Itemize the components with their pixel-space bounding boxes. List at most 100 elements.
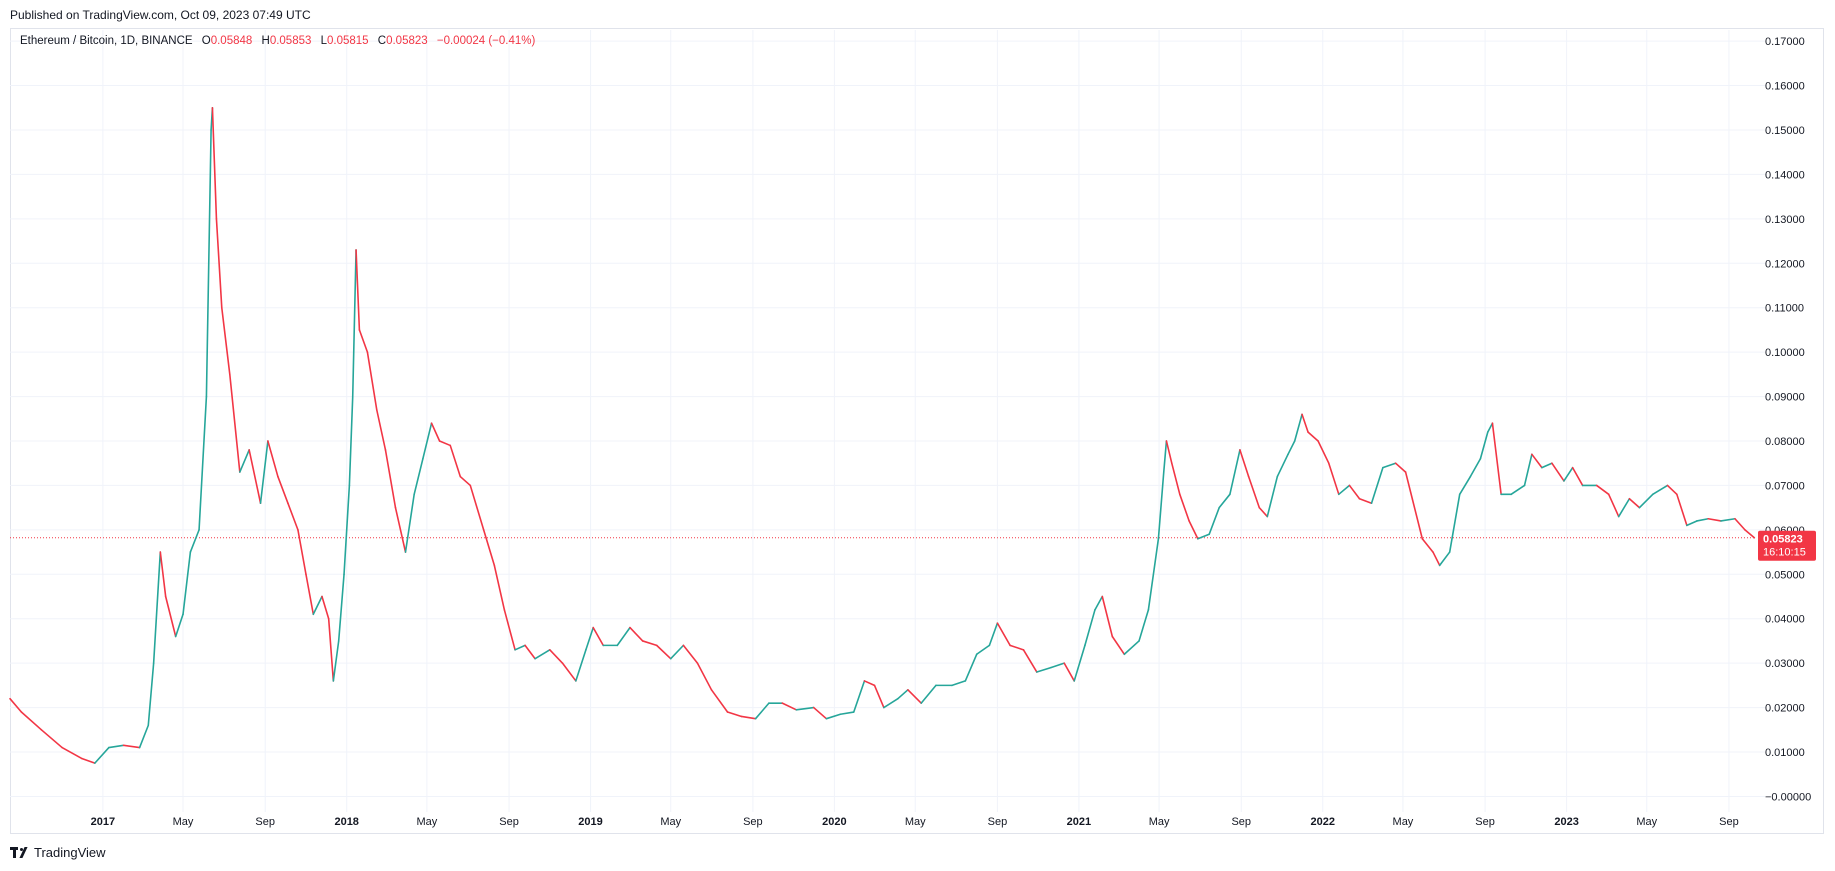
price-segment	[897, 689, 909, 700]
time-axis[interactable]: 2017 May Sep 2018 May Sep 2019 May Sep 2020 May Sep…	[91, 816, 1739, 828]
price-segment	[839, 711, 855, 716]
price-segment	[852, 680, 866, 713]
price-segment	[277, 475, 289, 504]
y-tick-label: 0.04000	[1765, 614, 1805, 626]
y-tick-label: 0.13000	[1765, 214, 1805, 226]
price-segment	[1628, 497, 1641, 509]
price-segment	[1327, 462, 1340, 496]
price-segment	[682, 644, 699, 664]
price-segment	[355, 249, 361, 331]
price-segment	[1676, 493, 1688, 527]
price-segment	[1448, 493, 1461, 553]
price-segment	[122, 744, 141, 749]
price-segment	[1404, 471, 1414, 500]
price-segment	[1666, 484, 1678, 496]
price-segment	[1287, 440, 1296, 456]
price-segment	[1469, 457, 1482, 478]
price-segment	[1563, 466, 1574, 482]
price-segment	[1307, 431, 1319, 442]
price-segment	[1188, 520, 1199, 540]
price-segment	[220, 306, 231, 376]
price-segment	[1022, 649, 1038, 673]
x-tick-label: Sep	[1231, 816, 1251, 828]
series-layer[interactable]	[9, 106, 1756, 764]
price-segment	[1358, 497, 1373, 504]
price-tag: 0.05823 16:10:15	[1758, 530, 1816, 561]
price-segment	[198, 395, 208, 531]
price-segment	[1218, 493, 1231, 509]
price-segment	[321, 595, 330, 620]
price-segment	[1138, 609, 1150, 642]
price-segment	[1458, 475, 1472, 496]
x-tick-label: Sep	[1475, 816, 1495, 828]
price-segment	[1157, 471, 1165, 540]
y-tick-label: 0.09000	[1765, 392, 1805, 404]
price-segment	[988, 622, 999, 647]
price-segment	[1239, 449, 1250, 478]
price-segment	[1170, 462, 1181, 496]
price-segment	[1479, 431, 1489, 460]
y-tick-label: 0.16000	[1765, 81, 1805, 93]
x-tick-label: Sep	[499, 816, 519, 828]
price-segment	[174, 613, 184, 638]
price-segment	[1438, 551, 1451, 567]
price-segment	[1595, 484, 1610, 496]
footer-brand[interactable]: TradingView	[10, 845, 106, 860]
price-segment	[1394, 462, 1407, 473]
price-segment	[1348, 484, 1361, 500]
price-segment	[94, 746, 110, 764]
price-segment	[348, 395, 354, 487]
y-tick-label: 0.08000	[1765, 436, 1805, 448]
legend-high-value: 0.05853	[269, 35, 312, 47]
price-segment	[147, 662, 155, 727]
x-tick-label: Sep	[988, 816, 1008, 828]
footer-brand-label: TradingView	[34, 845, 106, 860]
price-segment	[754, 702, 770, 720]
price-segment	[1247, 475, 1261, 509]
price-segment	[239, 449, 250, 473]
price-segment	[164, 595, 177, 638]
price-segment	[20, 711, 43, 731]
price-segment	[592, 626, 605, 647]
price-segment	[873, 684, 885, 709]
price-segment	[534, 649, 551, 660]
price-segment	[1293, 413, 1303, 442]
price-segment	[332, 640, 340, 682]
price-segment	[1111, 635, 1126, 656]
price-segment	[629, 626, 644, 642]
price-segment	[358, 329, 369, 353]
price-segment	[375, 409, 387, 451]
price-segment	[641, 640, 658, 647]
price-segment	[215, 218, 223, 309]
price-segment	[287, 502, 299, 531]
chart-frame	[10, 28, 1824, 834]
price-segment	[1094, 595, 1104, 611]
price-segment	[1276, 453, 1289, 478]
price-segment	[469, 484, 485, 531]
x-tick-label: May	[660, 816, 681, 828]
price-segment	[1123, 640, 1140, 656]
x-tick-label: May	[1149, 816, 1170, 828]
price-segment	[1638, 493, 1654, 509]
price-segment	[575, 649, 587, 682]
price-segment	[1165, 440, 1173, 465]
price-segment	[1101, 595, 1114, 638]
grid-layer	[10, 30, 1765, 812]
price-segment	[1491, 422, 1502, 496]
price-segment	[1197, 533, 1210, 540]
price-segment	[740, 715, 757, 720]
price-segment	[1073, 644, 1086, 682]
price-segment	[710, 689, 729, 713]
price-segment	[1266, 475, 1279, 518]
price-axis[interactable]: 0.17000 0.16000 0.15000 0.14000 0.13000 0.120…	[1765, 36, 1811, 803]
price-segment	[138, 724, 150, 749]
price-segment	[863, 680, 876, 687]
price-segment	[1317, 440, 1330, 465]
x-tick-label: 2017	[91, 816, 115, 828]
price-segment	[920, 684, 937, 704]
price-segment	[585, 626, 595, 651]
chart-legend: Ethereum / Bitcoin, 1D, BINANCE O0.05848…	[20, 35, 535, 47]
legend-open-label: O	[201, 35, 211, 47]
price-segment	[1651, 484, 1669, 496]
